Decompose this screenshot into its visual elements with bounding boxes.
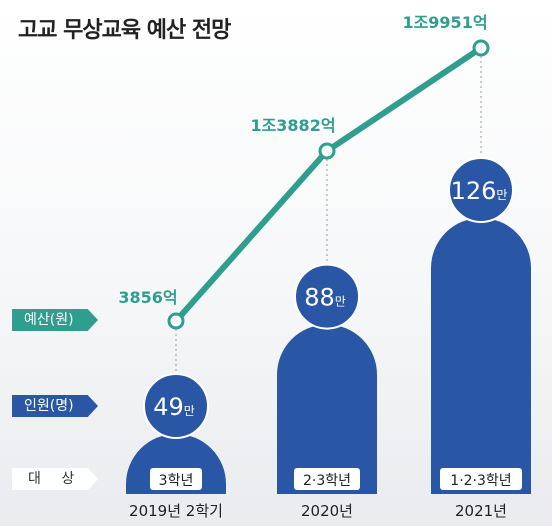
budget-label-0: 3856억	[118, 288, 177, 307]
x-tick-label-2: 2021년	[455, 502, 507, 520]
budget-label-2: 1조9951억	[402, 13, 487, 32]
target-label-2: 1·2·3학년	[450, 473, 511, 489]
people-label-1: 88만	[304, 284, 346, 312]
target-badge-1	[294, 468, 360, 490]
x-tick-label-0: 2019년 2학기	[129, 502, 223, 520]
person-head-2	[448, 157, 514, 223]
budget-point-2	[472, 39, 490, 57]
budget-label-1: 1조3882억	[250, 116, 335, 135]
person-body-1	[277, 324, 377, 494]
target-label-1: 2·3학년	[303, 473, 351, 489]
legend-target-tag: 대 상	[12, 468, 98, 490]
x-tick-label-1: 2020년	[301, 502, 353, 520]
person-body-2	[431, 218, 531, 494]
chart-title: 고교 무상교육 예산 전망	[18, 18, 231, 43]
people-label-0: 49만	[153, 393, 195, 421]
legend-students-tag: 인원(명)	[12, 395, 98, 417]
budget-point-0	[167, 312, 185, 330]
budget-point-1	[318, 142, 336, 160]
target-badge-0	[150, 468, 202, 490]
person-head-0	[143, 373, 209, 439]
target-badge-2	[440, 468, 522, 490]
target-label-0: 3학년	[159, 473, 194, 489]
people-label-2: 126만	[451, 177, 508, 205]
person-head-1	[294, 263, 360, 330]
legend-budget-tag: 예산(원)	[12, 309, 98, 331]
